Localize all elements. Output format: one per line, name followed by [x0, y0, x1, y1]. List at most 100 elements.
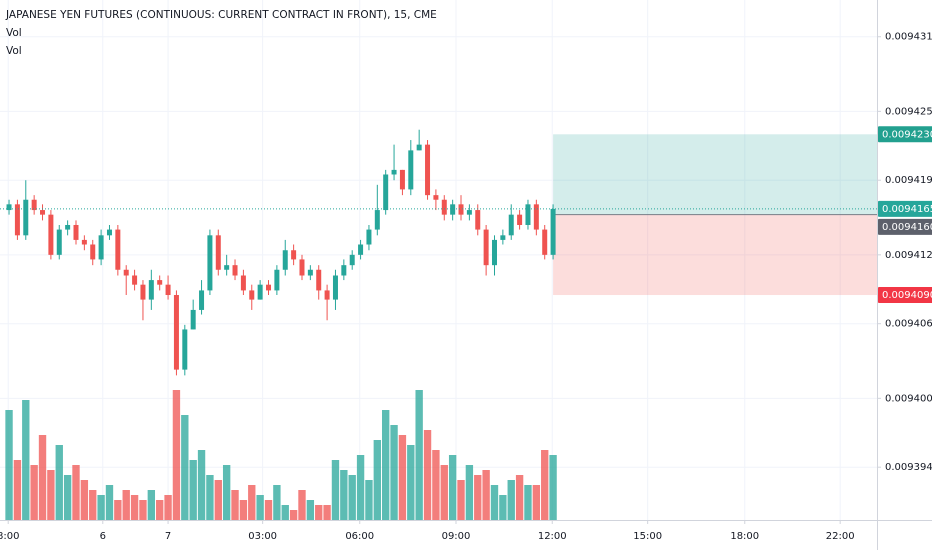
candle-body [299, 259, 305, 276]
volume-bar [306, 500, 315, 520]
candle-body [56, 229, 62, 255]
volume-bar [231, 490, 239, 520]
candle-body [425, 144, 431, 196]
price-tag [878, 218, 932, 235]
volume-bar [281, 505, 289, 520]
price-tag-label: 0.0094165 [882, 204, 932, 215]
y-tick-label: 0.0093940 [885, 462, 932, 473]
candle-body [450, 204, 456, 215]
x-tick-label: 06:00 [345, 531, 374, 542]
candle-body [249, 290, 255, 300]
x-tick-label: 09:00 [442, 531, 471, 542]
volume-bar [222, 465, 231, 520]
volume-bar [13, 460, 22, 520]
candle-body [106, 229, 112, 236]
loss-zone [553, 214, 877, 296]
volume-bar [130, 495, 139, 520]
candle-body [165, 284, 171, 296]
volume-bar [256, 495, 264, 520]
candle-body [73, 224, 79, 240]
candle-body [358, 244, 364, 255]
price-tag-label: 0.0094160 [882, 222, 932, 233]
candle-body [14, 204, 20, 236]
volume-bar [80, 480, 89, 520]
candle-body [433, 195, 439, 200]
indicator-label: Vol [6, 45, 22, 57]
volume-bar [264, 500, 273, 520]
candle-body [23, 199, 29, 236]
candle-body [458, 204, 464, 215]
profit-zone [553, 134, 877, 215]
volume-bar [515, 475, 524, 520]
volume-bar [524, 485, 532, 520]
volume-bar [214, 480, 222, 520]
volume-bar [139, 500, 147, 520]
candle-body [550, 208, 556, 255]
volume-bar [541, 450, 549, 520]
volume-bar [448, 455, 457, 520]
candle-body [508, 214, 514, 236]
volume-bar [382, 410, 390, 520]
candle-body [517, 214, 523, 225]
candle-body [307, 269, 313, 276]
candle-body [324, 290, 330, 300]
x-tick-label: 6 [100, 531, 106, 542]
candle-body [190, 309, 196, 330]
volume-bar [114, 500, 122, 520]
candle-body [148, 280, 154, 300]
volume-bar [499, 495, 507, 520]
volume-bar [248, 485, 256, 520]
candle-body [182, 329, 188, 370]
candle-body [215, 235, 221, 270]
candle-body [48, 214, 54, 255]
volume-bar [457, 480, 465, 520]
plot [0, 129, 877, 520]
candle-body [81, 239, 87, 245]
volume-bar [72, 465, 80, 520]
candle-body [399, 169, 405, 190]
x-tick-label: 12:00 [538, 531, 567, 542]
volume-bar [507, 480, 515, 520]
volume-bar [189, 460, 197, 520]
candle-body [500, 235, 506, 240]
candle-body [274, 269, 280, 291]
candle-body [408, 150, 414, 190]
candle-body [332, 275, 338, 300]
volume-bar [164, 495, 172, 520]
candle-body [266, 284, 272, 291]
volume-bar [323, 505, 331, 520]
volume-bar [273, 485, 281, 520]
volume-bar [415, 390, 423, 520]
price-tag [878, 126, 932, 143]
volume-bar [206, 475, 214, 520]
y-tick-label: 0.0094065 [885, 319, 932, 330]
volume-bar [315, 505, 323, 520]
volume-bar [407, 445, 415, 520]
candle-body [441, 199, 447, 215]
volume-bar [38, 435, 47, 520]
candle-body [316, 269, 322, 291]
volume-bar [365, 480, 373, 520]
candle-body [416, 144, 422, 151]
candle-body [533, 204, 539, 230]
price-tag-label: 0.0094230 [882, 129, 932, 140]
candle-body [383, 174, 389, 211]
volume-bar [331, 460, 340, 520]
candle-body [366, 229, 372, 245]
candle-body [374, 210, 380, 230]
volume-bar [5, 410, 13, 520]
y-tick-label: 0.0094315 [885, 32, 932, 43]
candle-body [123, 269, 129, 276]
price-tag-label: 0.0094090 [882, 290, 932, 301]
candle-body [391, 169, 397, 175]
volume-bar [30, 465, 38, 520]
volume-bar [390, 425, 398, 520]
price-tag [878, 200, 932, 217]
candle-body [291, 250, 297, 260]
candle-body [199, 290, 205, 310]
x-tick-label: 15:00 [633, 531, 662, 542]
